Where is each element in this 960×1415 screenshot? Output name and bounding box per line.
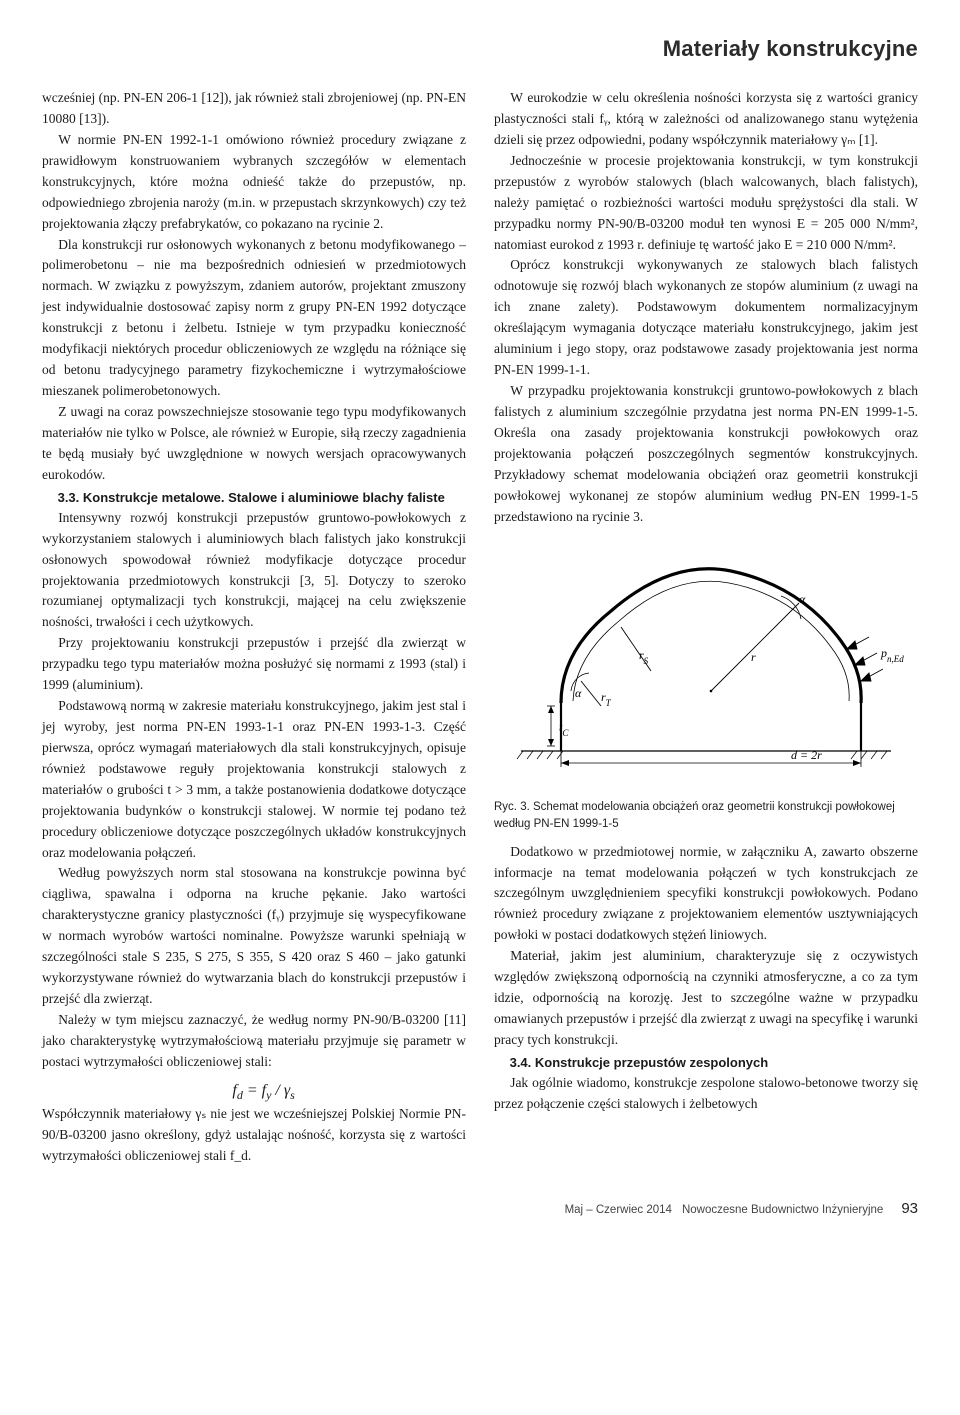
- label-pnEd: pn,Ed: [880, 646, 904, 664]
- figure-3-svg: r rS rT α α tC: [501, 541, 911, 791]
- para: W normie PN-EN 1992-1-1 omówiono również…: [42, 130, 466, 235]
- para: wcześniej (np. PN-EN 206-1 [12]), jak ró…: [42, 88, 466, 130]
- para: Jednocześnie w procesie projektowania ko…: [494, 151, 918, 256]
- footer-magazine: Nowoczesne Budownictwo Inżynieryjne: [682, 1202, 883, 1220]
- label-alpha-left: α: [575, 686, 582, 700]
- para: Jak ogólnie wiadomo, konstrukcje zespolo…: [494, 1073, 918, 1115]
- para: Współczynnik materiałowy γₛ nie jest we …: [42, 1104, 466, 1167]
- subheading-3-4: 3.4. Konstrukcje przepustów zespolonych: [494, 1053, 918, 1073]
- left-column: wcześniej (np. PN-EN 206-1 [12]), jak ró…: [42, 88, 466, 1167]
- para: Przy projektowaniu konstrukcji przepustó…: [42, 633, 466, 696]
- para: Materiał, jakim jest aluminium, charakte…: [494, 946, 918, 1051]
- para: Dla konstrukcji rur osłonowych wykonanyc…: [42, 235, 466, 402]
- label-alpha-top: α: [799, 592, 806, 606]
- para: Dodatkowo w przedmiotowej normie, w załą…: [494, 842, 918, 947]
- formula-fd: fd = fy / γs: [42, 1079, 466, 1105]
- para: Z uwagi na coraz powszechniejsze stosowa…: [42, 402, 466, 486]
- two-column-layout: wcześniej (np. PN-EN 206-1 [12]), jak ró…: [42, 88, 918, 1167]
- footer-issue: Maj – Czerwiec 2014: [565, 1202, 672, 1220]
- right-column: W eurokodzie w celu określenia nośności …: [494, 88, 918, 1167]
- para: W przypadku projektowania konstrukcji gr…: [494, 381, 918, 527]
- section-header: Materiały konstrukcyjne: [42, 32, 918, 66]
- para: Według powyższych norm stal stosowana na…: [42, 863, 466, 1009]
- label-d2r: d = 2r: [791, 748, 822, 762]
- subheading-3-3: 3.3. Konstrukcje metalowe. Stalowe i alu…: [42, 488, 466, 508]
- label-rT: rT: [601, 690, 612, 708]
- para: Intensywny rozwój konstrukcji przepustów…: [42, 508, 466, 634]
- para: Oprócz konstrukcji wykonywanych ze stalo…: [494, 255, 918, 381]
- footer-pageno: 93: [901, 1197, 918, 1220]
- para: W eurokodzie w celu określenia nośności …: [494, 88, 918, 151]
- label-rS: rS: [639, 648, 649, 666]
- para: Podstawową normą w zakresie materiału ko…: [42, 696, 466, 863]
- page-footer: Maj – Czerwiec 2014 Nowoczesne Budownict…: [42, 1197, 918, 1220]
- figure-3: r rS rT α α tC: [494, 541, 918, 831]
- label-r: r: [751, 650, 756, 664]
- para: Należy w tym miejscu zaznaczyć, że wedłu…: [42, 1010, 466, 1073]
- figure-3-caption: Ryc. 3. Schemat modelowania obciążeń ora…: [494, 799, 918, 831]
